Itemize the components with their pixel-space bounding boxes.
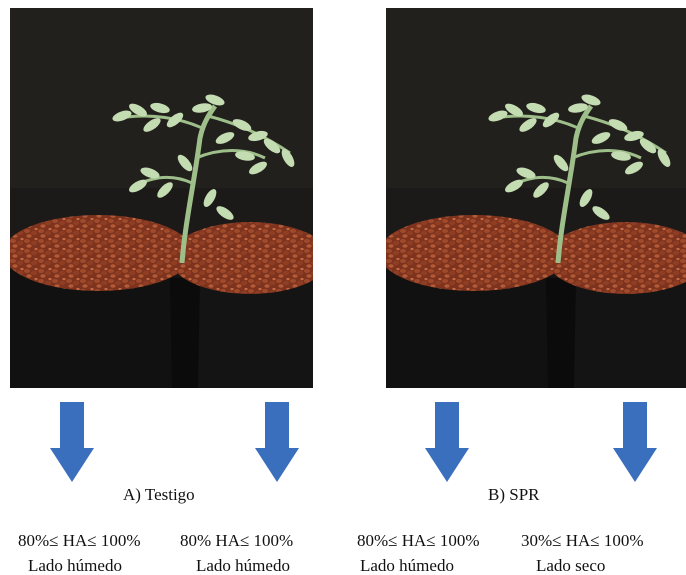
caption-testigo: A) Testigo [123, 485, 195, 504]
plant-photo-spr [386, 8, 686, 388]
condition-range: 80%≤ HA≤ 100% [18, 531, 141, 550]
condition-side: Lado húmedo [360, 556, 454, 575]
condition-range: 80% HA≤ 100% [180, 531, 294, 550]
plant-photo [386, 8, 686, 388]
plant-photo-testigo [10, 8, 313, 388]
down-arrow-icon [613, 402, 657, 482]
plant-photo [10, 8, 313, 388]
condition-range: 30%≤ HA≤ 100% [521, 531, 644, 550]
condition-side: Lado húmedo [28, 556, 122, 575]
down-arrow-icon [255, 402, 299, 482]
down-arrow-icon [425, 402, 469, 482]
down-arrow-icon [50, 402, 94, 482]
condition-range: 80%≤ HA≤ 100% [357, 531, 480, 550]
condition-side: Lado húmedo [196, 556, 290, 575]
caption-spr: B) SPR [488, 485, 540, 504]
condition-side: Lado seco [536, 556, 606, 575]
